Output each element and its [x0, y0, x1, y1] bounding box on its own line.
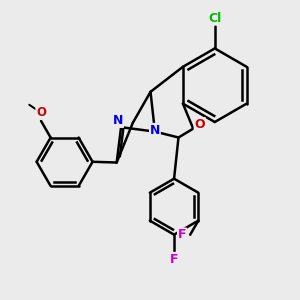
Text: F: F	[170, 253, 178, 266]
Text: F: F	[178, 228, 186, 241]
Text: Cl: Cl	[208, 12, 221, 25]
Text: O: O	[194, 118, 205, 131]
Text: O: O	[36, 106, 46, 119]
Text: N: N	[113, 114, 123, 127]
Text: N: N	[150, 124, 160, 136]
